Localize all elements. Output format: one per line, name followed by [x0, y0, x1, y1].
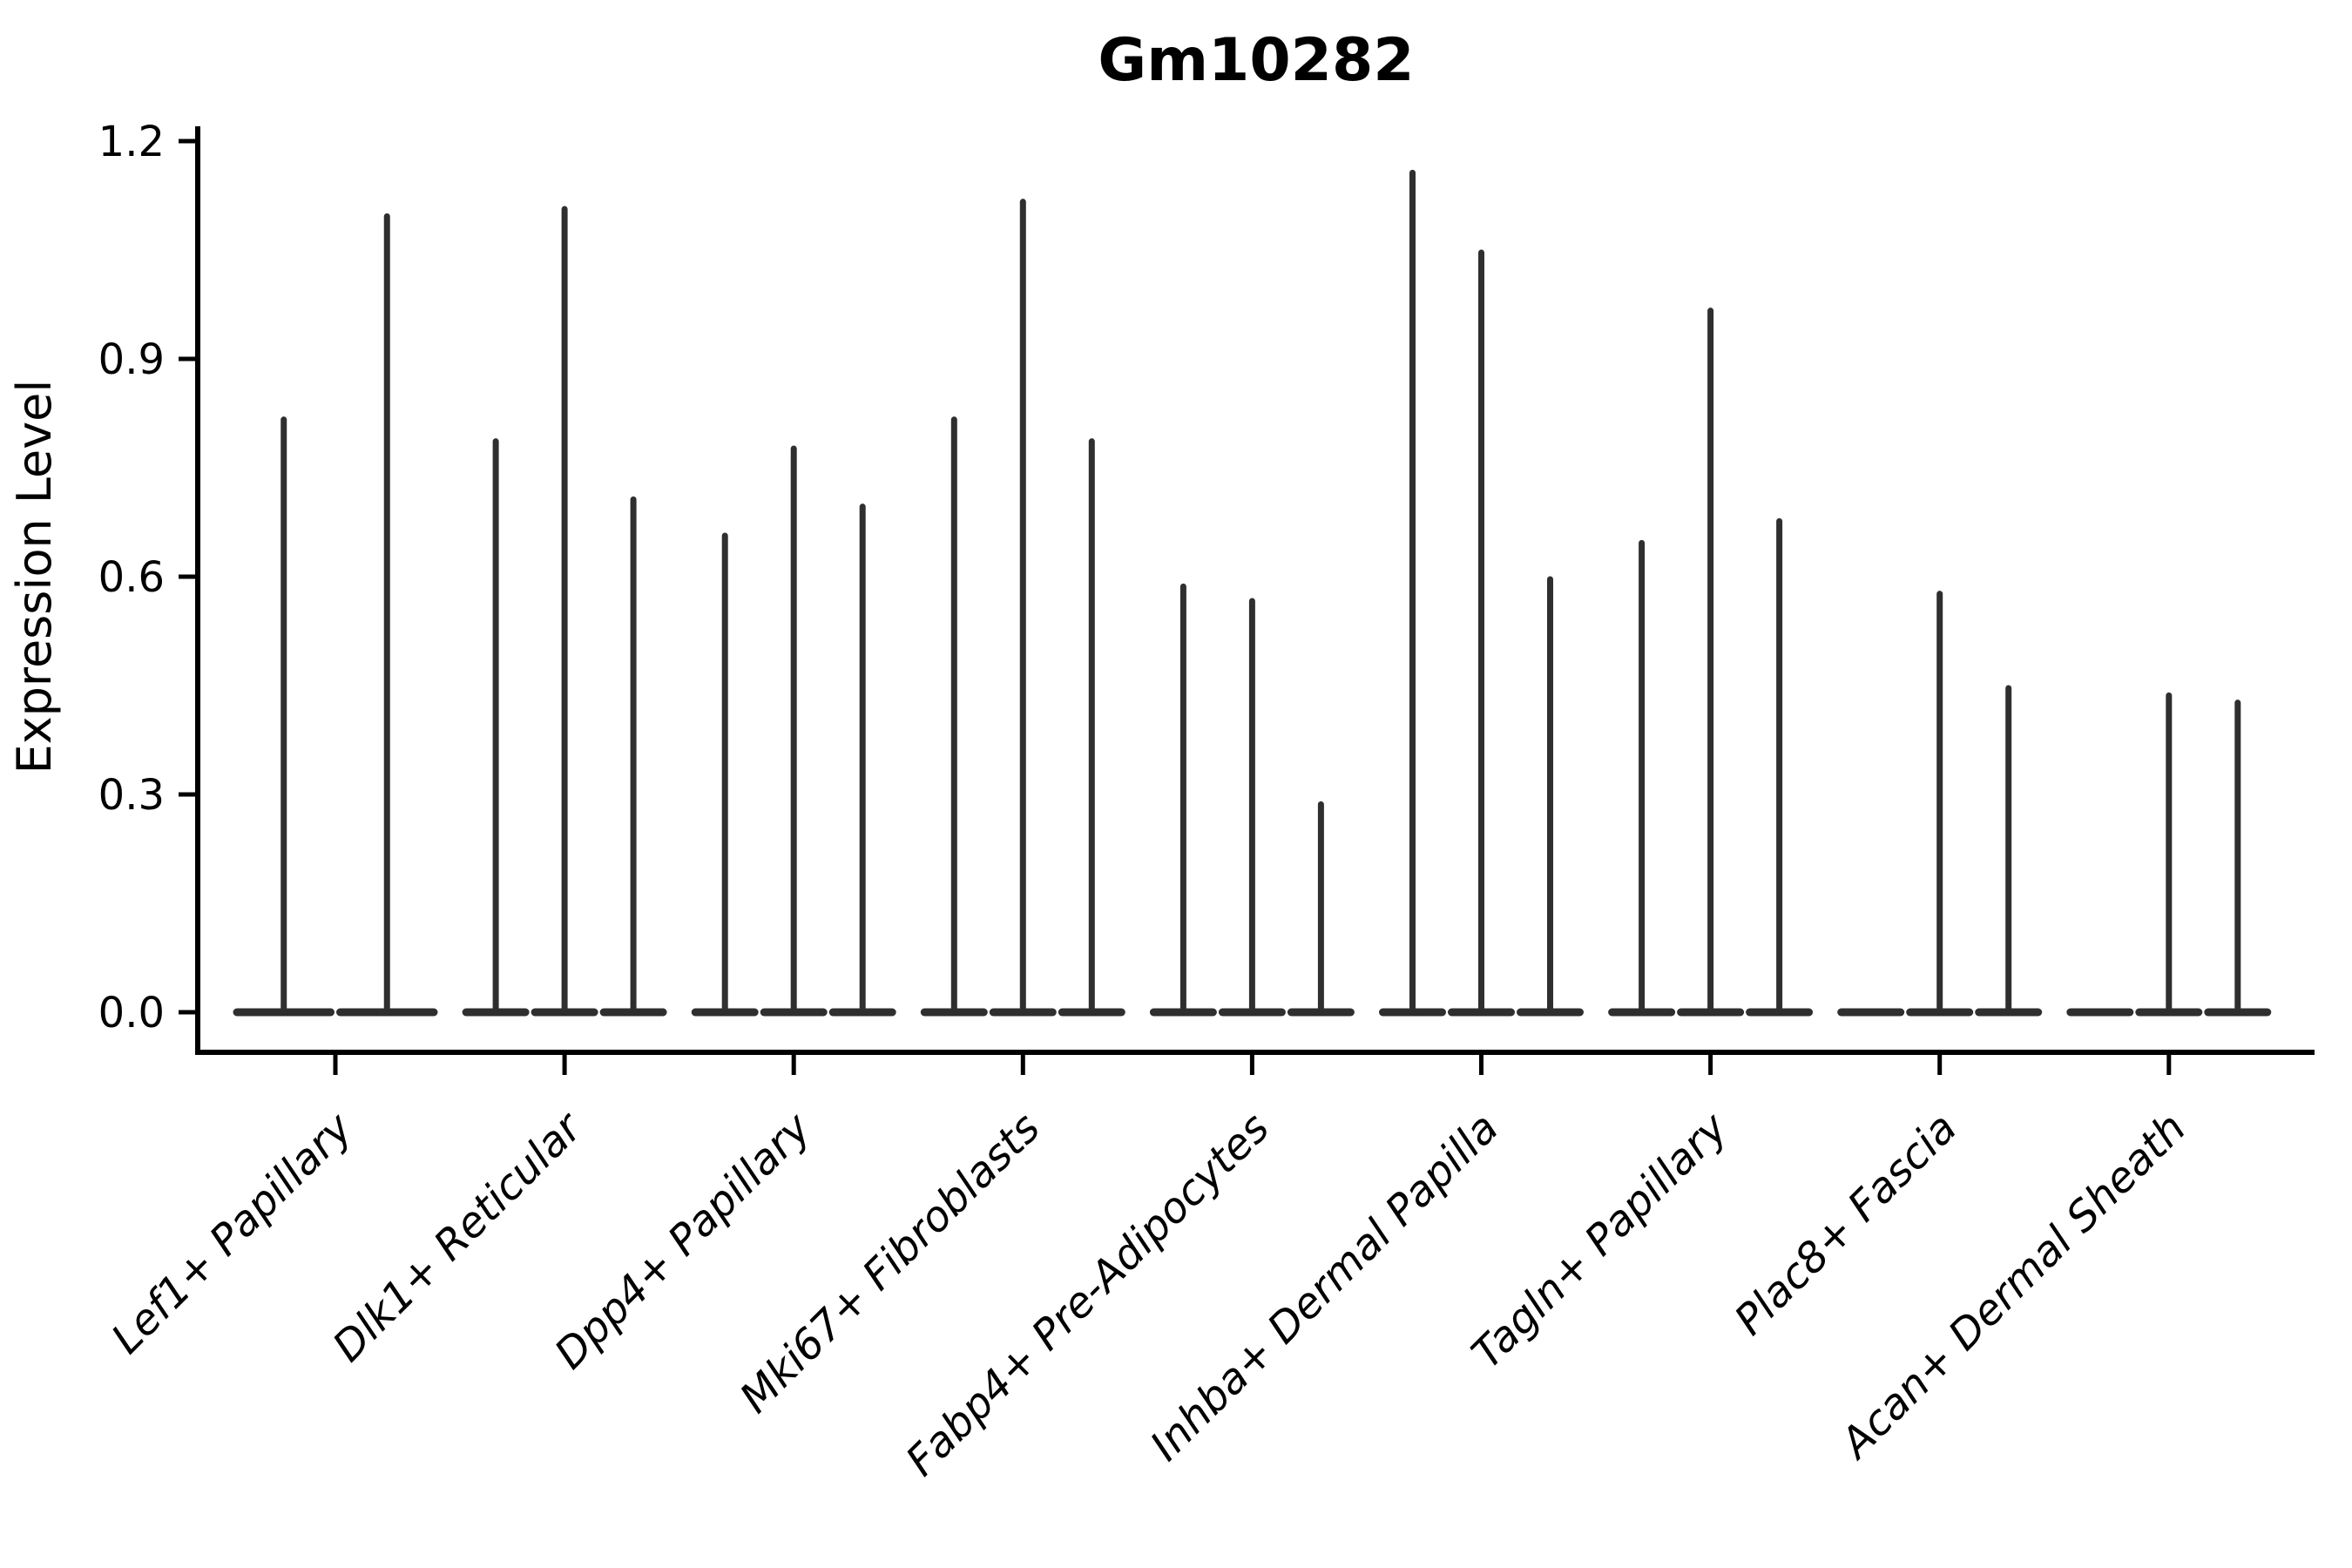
- y-tick-label: 0.0: [98, 989, 165, 1037]
- y-tick-label: 0.3: [98, 771, 165, 820]
- violin-base: [2066, 1008, 2134, 1017]
- x-tick-label: Tagln+ Papillary: [1463, 1103, 1738, 1378]
- y-tick-label: 1.2: [98, 118, 165, 166]
- violin-base: [1837, 1008, 1905, 1017]
- x-tick-label: Dpp4+ Papillary: [545, 1103, 821, 1378]
- x-tick-label: Plac8+ Fascia: [1726, 1104, 1967, 1345]
- x-tick-label: Fabp4+ Pre-Adipocytes: [896, 1104, 1279, 1486]
- x-tick-label: Dlk1+ Reticular: [323, 1102, 593, 1372]
- y-tick-label: 0.6: [98, 553, 165, 602]
- x-tick-label: Lef1+ Papillary: [102, 1103, 362, 1363]
- y-tick-label: 0.9: [98, 335, 165, 384]
- chart-title: Gm10282: [1098, 26, 1414, 95]
- y-axis-label: Expression Level: [7, 380, 62, 774]
